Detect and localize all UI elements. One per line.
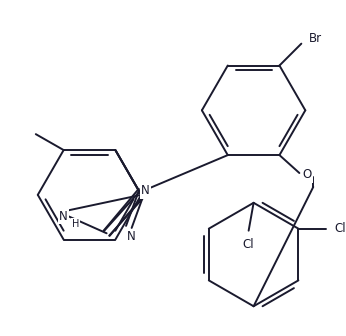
Text: O: O [303,168,312,181]
Text: Cl: Cl [334,222,346,235]
Text: N: N [141,184,149,197]
Text: H: H [72,219,79,229]
Text: N: N [59,210,68,223]
Text: Br: Br [309,32,322,45]
Text: N: N [127,230,135,243]
Text: Cl: Cl [243,238,254,251]
